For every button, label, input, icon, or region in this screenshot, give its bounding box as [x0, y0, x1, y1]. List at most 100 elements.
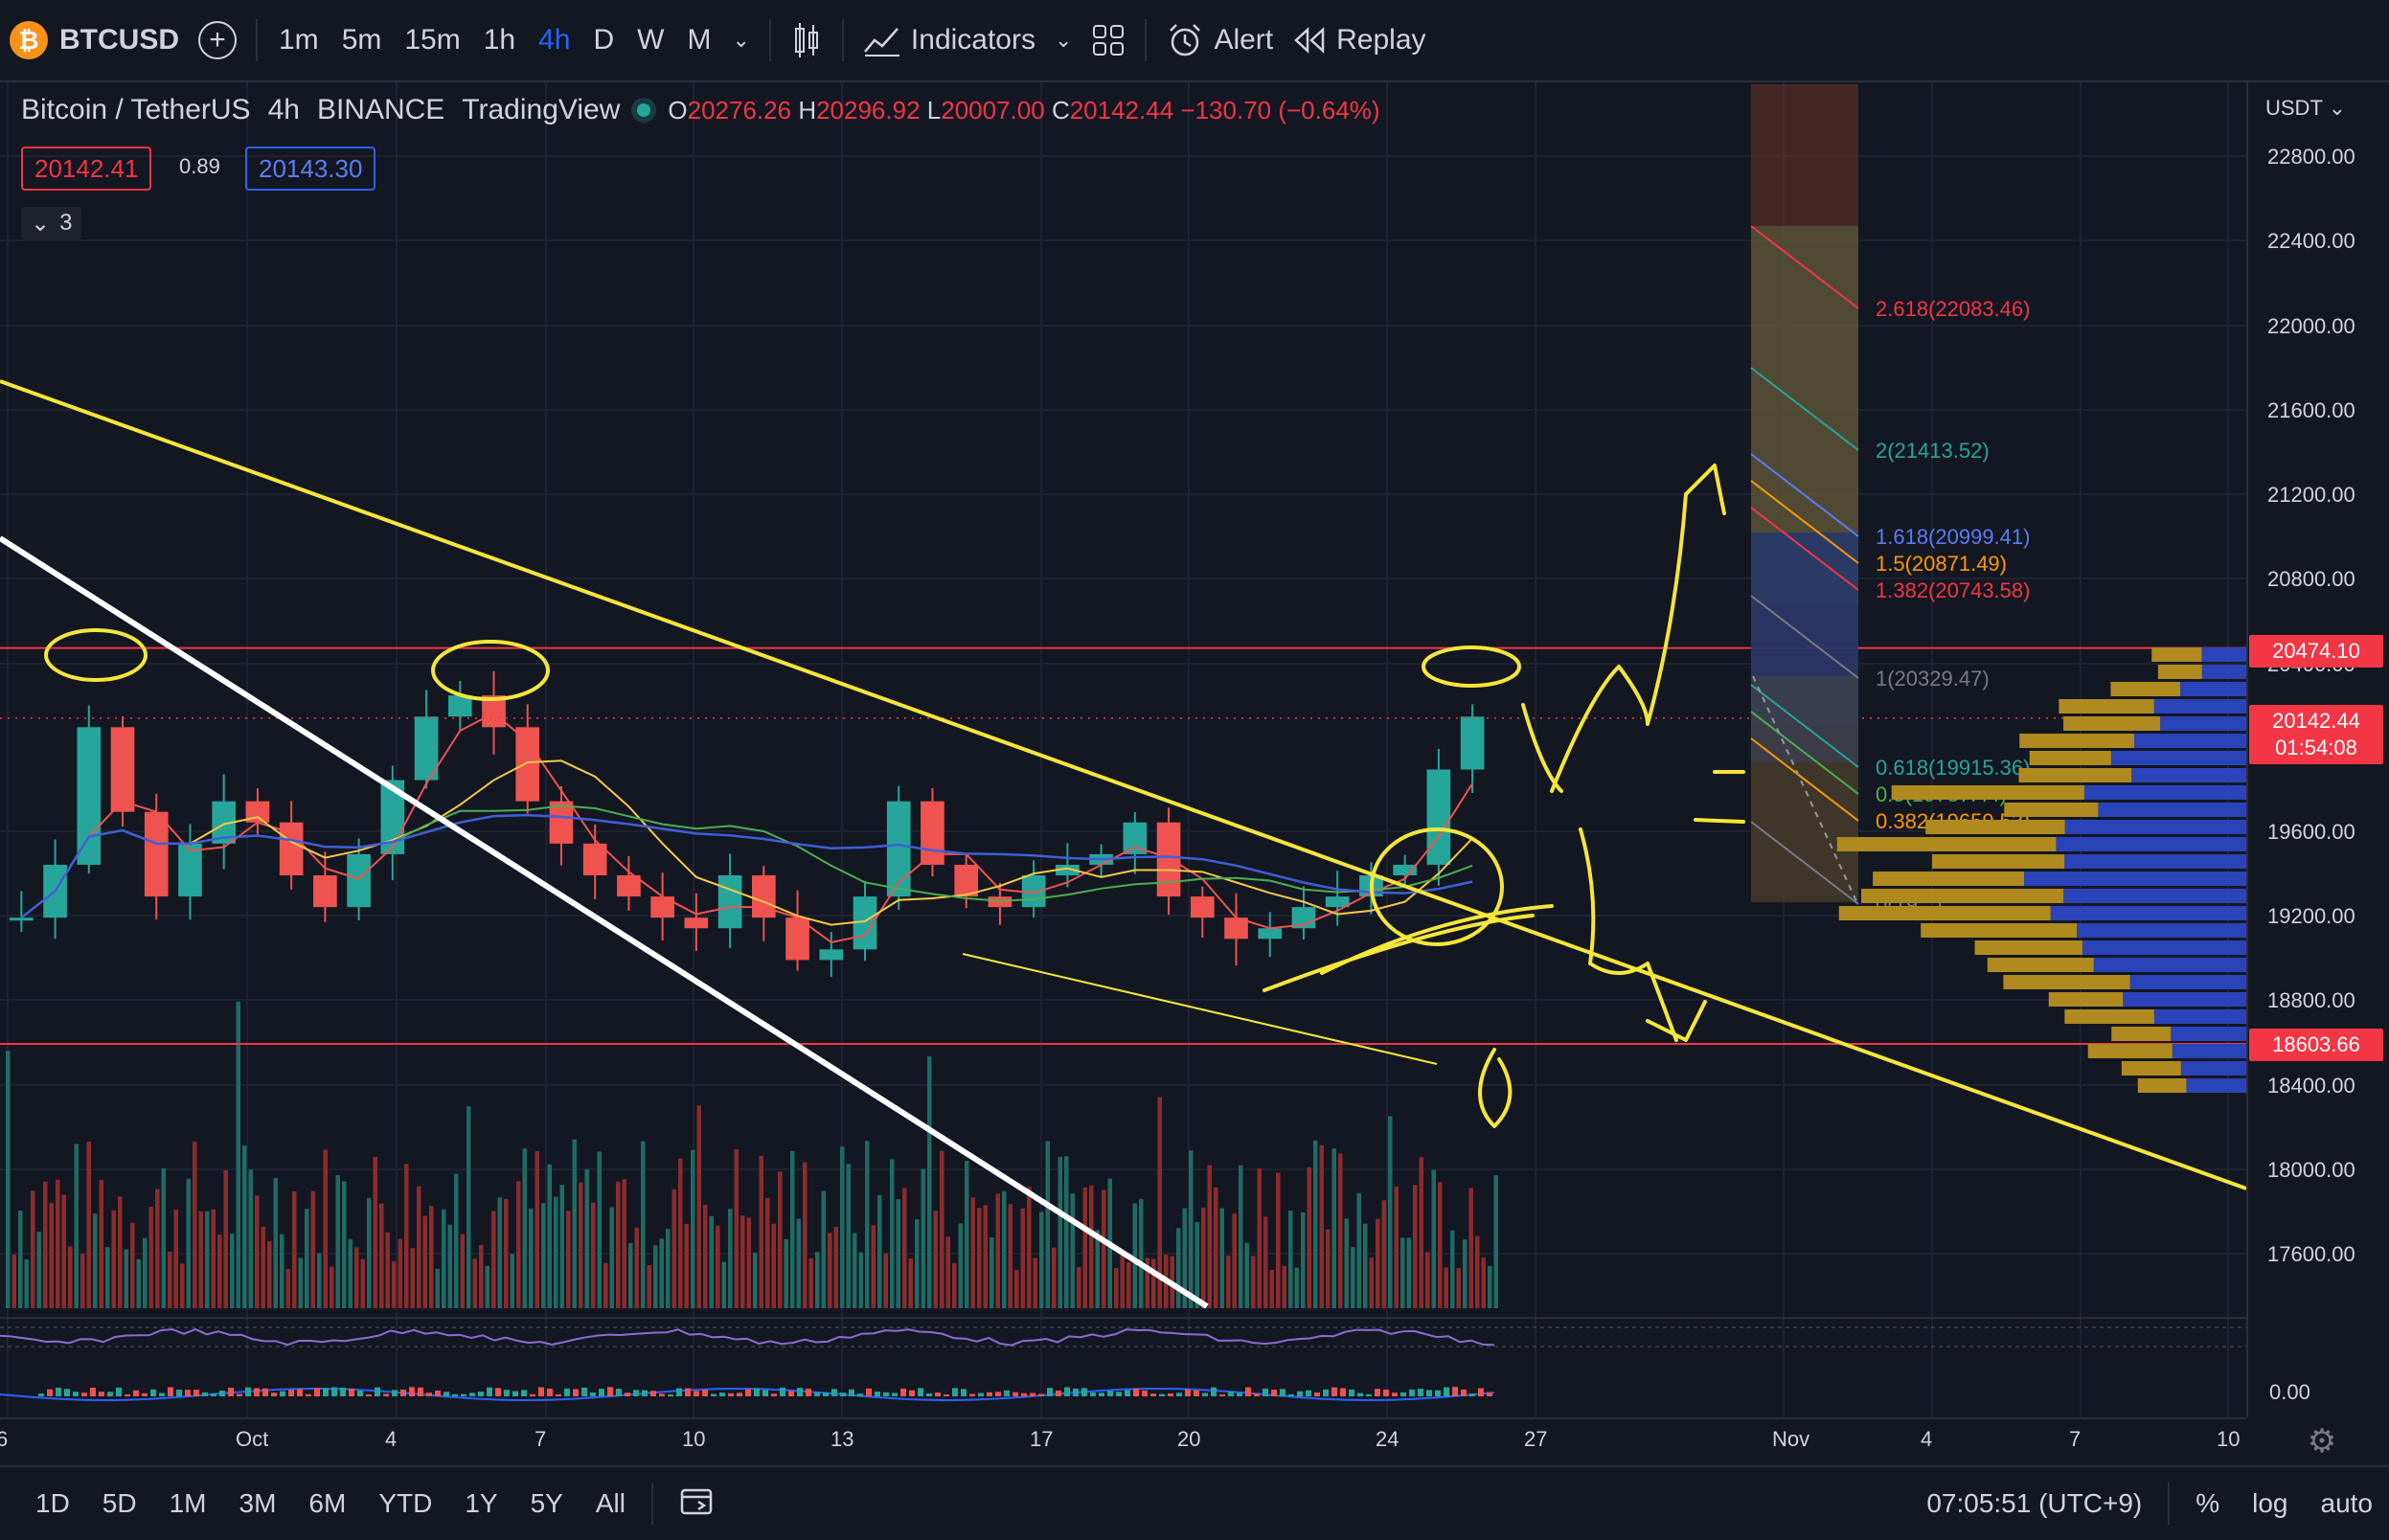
time-tick: 4: [1921, 1427, 1932, 1452]
time-tick: 7: [2069, 1427, 2081, 1452]
volume-bar: [753, 1253, 758, 1308]
volume-bar: [511, 1254, 515, 1308]
volume-bar: [280, 1234, 284, 1308]
sell-price-button[interactable]: 20142.41: [21, 147, 151, 191]
macd-histogram-bar: [1116, 1392, 1122, 1396]
macd-histogram-bar: [900, 1389, 906, 1396]
volume-bar: [112, 1211, 117, 1308]
volume-bar: [1214, 1188, 1218, 1308]
layout-button[interactable]: [1081, 0, 1135, 80]
macd-histogram-bar: [711, 1393, 717, 1396]
volume-bar: [1233, 1213, 1238, 1308]
volume-bar: [554, 1197, 558, 1308]
volume-bar: [666, 1229, 671, 1308]
price-chart[interactable]: 2.618(22083.46)2(21413.52)1.618(20999.41…: [0, 82, 2246, 1417]
macd-histogram-bar: [306, 1394, 311, 1396]
macd-histogram-bar: [866, 1389, 872, 1396]
macd-histogram-bar: [349, 1389, 354, 1396]
volume-profile-bar-buy: [2051, 906, 2246, 920]
timeframe-15m[interactable]: 15m: [393, 24, 471, 57]
price-tick: 19200.00: [2267, 904, 2355, 929]
timeframe-m[interactable]: M: [675, 24, 722, 57]
volume-bar: [1320, 1145, 1325, 1308]
volume-bar: [1338, 1154, 1343, 1308]
range-all[interactable]: All: [580, 1488, 642, 1519]
volume-bar: [977, 1208, 982, 1308]
timeframe-1h[interactable]: 1h: [472, 24, 527, 57]
volume-bar: [747, 1217, 752, 1308]
volume-profile-bar-sell: [1975, 940, 2082, 955]
currency-selector[interactable]: USDT ⌄: [2265, 96, 2346, 121]
buy-price-button[interactable]: 20143.30: [245, 147, 375, 191]
macd-histogram-bar: [1202, 1393, 1208, 1396]
volume-bar: [324, 1150, 329, 1308]
price-tick: 18800.00: [2267, 988, 2355, 1013]
macd-histogram-bar: [116, 1388, 122, 1396]
percent-scale-toggle[interactable]: %: [2179, 1488, 2236, 1519]
macd-histogram-bar: [521, 1390, 527, 1396]
macd-histogram-bar: [1487, 1393, 1492, 1396]
macd-histogram-bar: [219, 1391, 225, 1396]
volume-profile-bar-buy: [2202, 665, 2246, 679]
timeframe-w[interactable]: W: [626, 24, 675, 57]
volume-bar: [6, 1051, 11, 1308]
volume-bar: [342, 1182, 347, 1308]
settings-gear-icon[interactable]: ⚙: [2299, 1421, 2345, 1461]
candle-body: [1191, 896, 1215, 917]
range-6m[interactable]: 6M: [292, 1488, 362, 1519]
range-1d[interactable]: 1D: [19, 1488, 86, 1519]
candle-body: [313, 875, 337, 907]
range-1m[interactable]: 1M: [153, 1488, 223, 1519]
timeframe-1m[interactable]: 1m: [267, 24, 330, 57]
range-5d[interactable]: 5D: [86, 1488, 153, 1519]
chart-pane[interactable]: 2.618(22083.46)2(21413.52)1.618(20999.41…: [0, 82, 2246, 1417]
volume-bar: [1283, 1266, 1287, 1308]
volume-bar: [80, 1254, 85, 1308]
replay-button[interactable]: Replay: [1283, 0, 1435, 80]
chart-type-button[interactable]: [781, 0, 832, 80]
volume-bar: [205, 1212, 210, 1308]
goto-date-button[interactable]: [663, 1484, 730, 1524]
macd-histogram-bar: [228, 1388, 234, 1396]
range-1y[interactable]: 1Y: [448, 1488, 513, 1519]
timeframe-5m[interactable]: 5m: [330, 24, 394, 57]
macd-histogram-bar: [142, 1393, 148, 1396]
log-scale-toggle[interactable]: log: [2236, 1488, 2304, 1519]
range-3m[interactable]: 3M: [223, 1488, 293, 1519]
volume-profile-bar-buy: [2181, 1061, 2246, 1076]
alert-button[interactable]: Alert: [1156, 0, 1283, 80]
indicators-chevron-icon[interactable]: ⌄: [1045, 0, 1081, 80]
indicators-button[interactable]: Indicators: [853, 0, 1045, 80]
macd-histogram-bar: [788, 1391, 794, 1396]
volume-bar: [735, 1149, 739, 1308]
auto-scale-toggle[interactable]: auto: [2305, 1488, 2389, 1519]
volume-bar: [386, 1233, 391, 1308]
timeframe-d[interactable]: D: [581, 24, 626, 57]
compare-add-button[interactable]: +: [189, 0, 246, 80]
volume-bar: [423, 1216, 428, 1308]
macd-histogram-bar: [944, 1394, 949, 1396]
change-value: −130.70 (−0.64%): [1180, 96, 1379, 125]
volume-bar: [336, 1175, 341, 1308]
macd-histogram-bar: [366, 1394, 372, 1396]
macd-histogram-bar: [262, 1389, 268, 1396]
volume-bar: [230, 1234, 235, 1308]
indicators-collapse-button[interactable]: ⌄ 3: [21, 207, 81, 239]
time-tick: Oct: [236, 1427, 268, 1452]
timeframe-4h[interactable]: 4h: [527, 24, 581, 57]
macd-histogram-bar: [469, 1393, 475, 1396]
timeframe-dropdown-chevron-icon[interactable]: ⌄: [722, 0, 759, 80]
range-5y[interactable]: 5Y: [514, 1488, 580, 1519]
clock-timezone[interactable]: 07:05:51 (UTC+9): [1910, 1488, 2158, 1519]
range-ytd[interactable]: YTD: [362, 1488, 448, 1519]
volume-bar: [1208, 1166, 1213, 1308]
volume-bar: [890, 1159, 895, 1308]
macd-histogram-bar: [1038, 1394, 1044, 1396]
volume-bar: [815, 1252, 820, 1308]
calendar-goto-icon: [679, 1484, 714, 1517]
volume-bar: [598, 1151, 603, 1308]
macd-histogram-bar: [625, 1393, 630, 1396]
volume-bar: [952, 1263, 957, 1308]
symbol-search[interactable]: ₿ BTCUSD: [0, 0, 189, 80]
